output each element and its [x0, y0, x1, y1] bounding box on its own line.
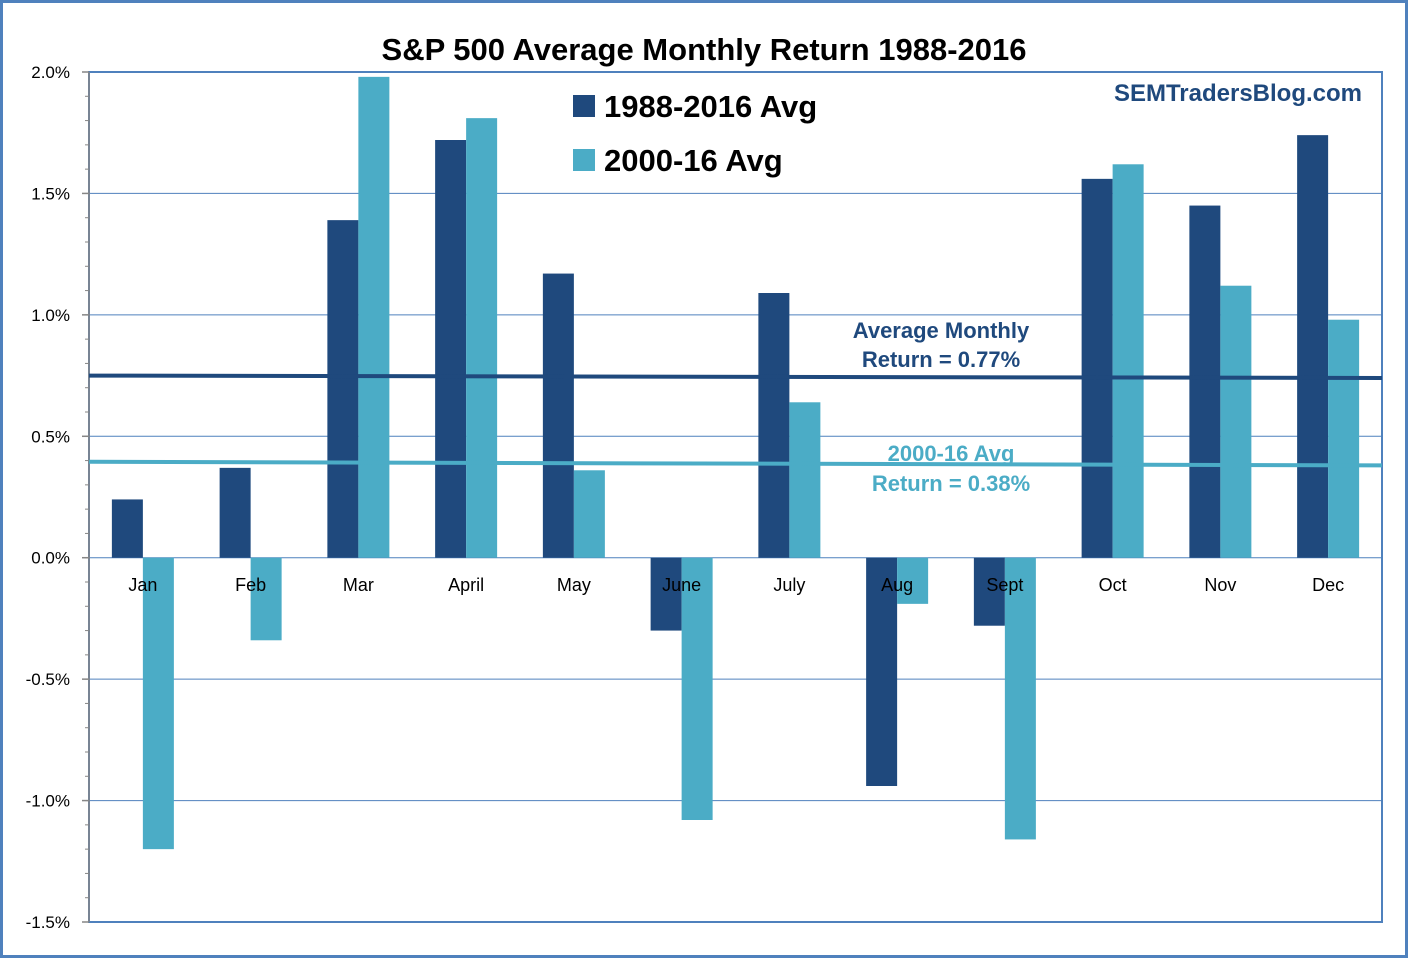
bar-2000-16-avg-oct [1112, 164, 1144, 558]
x-tick-label: Oct [1099, 575, 1127, 595]
y-tick-label: -1.0% [26, 792, 70, 811]
bar-1988-2016-avg-june [650, 557, 682, 631]
legend-label-2000-16: 2000-16 Avg [604, 143, 783, 178]
bars [111, 76, 1360, 850]
x-tick-label: June [662, 575, 701, 595]
bar-2000-16-avg-dec [1328, 319, 1360, 558]
bar-2000-16-avg-july [789, 402, 821, 558]
x-tick-label: Aug [881, 575, 913, 595]
bar-1988-2016-avg-july [758, 293, 790, 558]
bar-1988-2016-avg-aug [866, 557, 898, 786]
x-tick-label: April [448, 575, 484, 595]
x-tick-label: May [557, 575, 591, 595]
x-tick-label: July [773, 575, 805, 595]
bar-2000-16-avg-feb [250, 557, 282, 641]
gridlines [89, 192, 1382, 802]
y-tick-label: -1.5% [26, 913, 70, 932]
x-tick-label: Mar [343, 575, 374, 595]
reference-line-label: Average Monthly [853, 318, 1030, 343]
bar-1988-2016-avg-dec [1297, 135, 1329, 558]
bar-2000-16-avg-sept [1004, 557, 1036, 840]
legend: 1988-2016 Avg 2000-16 Avg [573, 89, 817, 178]
bar-2000-16-avg-may [573, 470, 605, 558]
chart-title: S&P 500 Average Monthly Return 1988-2016 [382, 32, 1027, 67]
x-tick-label: Jan [128, 575, 157, 595]
y-tick-label: 0.5% [31, 427, 70, 446]
bar-1988-2016-avg-oct [1081, 178, 1113, 558]
x-tick-label: Dec [1312, 575, 1344, 595]
x-tick-label: Nov [1204, 575, 1236, 595]
bar-1988-2016-avg-jan [111, 499, 143, 558]
x-tick-label: Sept [986, 575, 1023, 595]
x-axis-labels: Jan Feb Mar April May June July Aug Sept Oct Nov De… [128, 575, 1344, 595]
bar-1988-2016-avg-feb [219, 467, 251, 558]
bar-2000-16-avg-aug [897, 557, 929, 604]
bar-2000-16-avg-nov [1220, 285, 1252, 558]
reference-line-label: 2000-16 Avg [888, 441, 1015, 466]
y-tick-label: 1.5% [31, 184, 70, 203]
watermark-text: SEMTradersBlog.com [1114, 80, 1362, 107]
reference-line-1 [88, 373, 1383, 380]
y-axis: 2.0% 1.5% 1.0% 0.5% 0.0% -0.5% -1.0% -1.5% [26, 63, 90, 932]
legend-swatch-2000-16 [573, 149, 595, 171]
reference-line-2 [88, 459, 1383, 468]
reference-line-label: Return = 0.38% [872, 471, 1030, 496]
legend-label-1988-2016: 1988-2016 Avg [604, 89, 817, 124]
bar-2000-16-avg-june [681, 557, 713, 820]
reference-line-label: Return = 0.77% [862, 347, 1020, 372]
x-tick-label: Feb [235, 575, 266, 595]
bar-2000-16-avg-mar [358, 76, 390, 558]
bar-1988-2016-avg-may [542, 273, 574, 558]
y-tick-label: 0.0% [31, 549, 70, 568]
y-tick-label: -0.5% [26, 670, 70, 689]
bar-1988-2016-avg-april [435, 140, 467, 558]
bar-1988-2016-avg-mar [327, 220, 359, 558]
bar-2000-16-avg-april [466, 118, 498, 558]
legend-swatch-1988-2016 [573, 95, 595, 117]
reference-lines: Average Monthly Return = 0.77% 2000-16 Avg… [88, 318, 1383, 496]
bar-2000-16-avg-jan [142, 557, 174, 850]
bar-1988-2016-avg-nov [1189, 205, 1221, 558]
bar-1988-2016-avg-sept [973, 557, 1005, 626]
y-tick-label: 1.0% [31, 306, 70, 325]
y-tick-label: 2.0% [31, 63, 70, 82]
